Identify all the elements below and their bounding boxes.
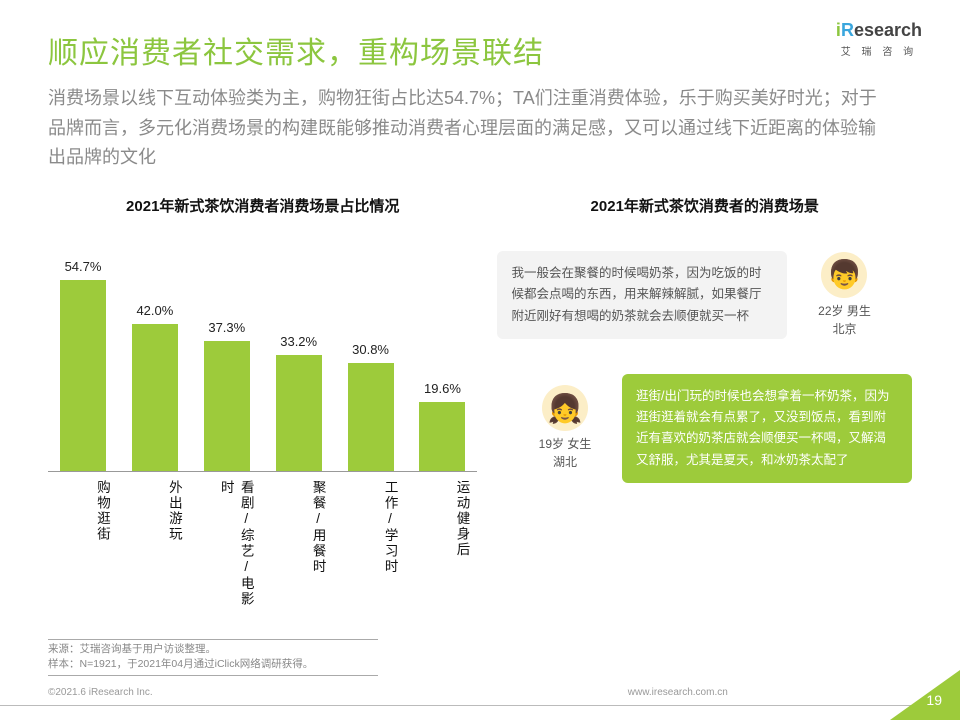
bar-3: 33.2%: [270, 334, 328, 471]
x-axis-labels: 购物逛街外出游玩看剧/综艺/电影时聚餐/用餐时工作/学习时运动健身后: [48, 472, 477, 610]
persona-2-label: 19岁 女生 湖北: [539, 435, 592, 471]
x-label: 购物逛街: [54, 480, 112, 610]
bar-rect: [276, 355, 322, 471]
bar-chart: 54.7% 42.0% 37.3% 33.2% 30.8% 19.6%: [48, 236, 477, 471]
logo-chinese: 艾 瑞 咨 询: [836, 43, 922, 58]
avatar-female-icon: 👧: [542, 385, 588, 431]
bar-rect: [204, 341, 250, 472]
chart-title: 2021年新式茶饮消费者消费场景占比情况: [48, 195, 477, 216]
quotes-panel: 2021年新式茶饮消费者的消费场景 我一般会在聚餐的时候喝奶茶，因为吃饭的时候都…: [497, 195, 912, 610]
right-title: 2021年新式茶饮消费者的消费场景: [497, 195, 912, 216]
logo-text: iResearch: [836, 20, 922, 41]
page-number: 19: [926, 692, 942, 708]
x-label: 工作/学习时: [342, 480, 400, 610]
bar-5: 19.6%: [413, 381, 471, 471]
quote-block-2: 逛街/出门玩的时候也会想拿着一杯奶茶，因为逛街逛着就会有点累了，又没到饭点，看到…: [497, 374, 912, 483]
bar-rect: [419, 402, 465, 471]
persona-2: 👧 19岁 女生 湖北: [520, 385, 610, 471]
x-label: 看剧/综艺/电影时: [198, 480, 256, 610]
persona-1: 👦 22岁 男生 北京: [799, 252, 889, 338]
bar-value-label: 30.8%: [352, 342, 389, 357]
bar-2: 37.3%: [198, 320, 256, 472]
bar-value-label: 54.7%: [65, 259, 102, 274]
quote-text-1: 我一般会在聚餐的时候喝奶茶，因为吃饭的时候都会点喝的东西，用来解辣解腻，如果餐厅…: [497, 251, 787, 339]
bar-rect: [60, 280, 106, 471]
page-subtitle: 消费场景以线下互动体验类为主，购物狂街占比达54.7%；TA们注重消费体验，乐于…: [48, 84, 888, 173]
copyright: ©2021.6 iResearch Inc. www: [48, 687, 728, 698]
persona-1-label: 22岁 男生 北京: [818, 302, 871, 338]
avatar-male-icon: 👦: [821, 252, 867, 298]
source-note: 来源：艾瑞咨询基于用户访谈整理。 样本：N=1921，于2021年04月通过iC…: [48, 639, 378, 677]
page-title: 顺应消费者社交需求，重构场景联结: [48, 28, 912, 72]
quote-text-2: 逛街/出门玩的时候也会想拿着一杯奶茶，因为逛街逛着就会有点累了，又没到饭点，看到…: [622, 374, 912, 483]
bar-value-label: 42.0%: [136, 303, 173, 318]
bar-0: 54.7%: [54, 259, 112, 471]
bar-1: 42.0%: [126, 303, 184, 471]
chart-panel: 2021年新式茶饮消费者消费场景占比情况 54.7% 42.0% 37.3% 33.2…: [48, 195, 477, 610]
source-line-2: 样本：N=1921，于2021年04月通过iClick网络调研获得。: [48, 657, 378, 673]
bar-value-label: 33.2%: [280, 334, 317, 349]
source-line-1: 来源：艾瑞咨询基于用户访谈整理。: [48, 642, 378, 658]
bar-value-label: 37.3%: [208, 320, 245, 335]
quote-block-1: 我一般会在聚餐的时候喝奶茶，因为吃饭的时候都会点喝的东西，用来解辣解腻，如果餐厅…: [497, 251, 912, 339]
bar-4: 30.8%: [342, 342, 400, 471]
x-label: 聚餐/用餐时: [270, 480, 328, 610]
corner-accent-green: [890, 670, 960, 720]
bottom-rule: [0, 705, 960, 706]
bar-value-label: 19.6%: [424, 381, 461, 396]
bar-rect: [348, 363, 394, 471]
logo: iResearch 艾 瑞 咨 询: [836, 20, 922, 58]
x-label: 外出游玩: [126, 480, 184, 610]
x-label: 运动健身后: [413, 480, 471, 610]
bar-rect: [132, 324, 178, 471]
